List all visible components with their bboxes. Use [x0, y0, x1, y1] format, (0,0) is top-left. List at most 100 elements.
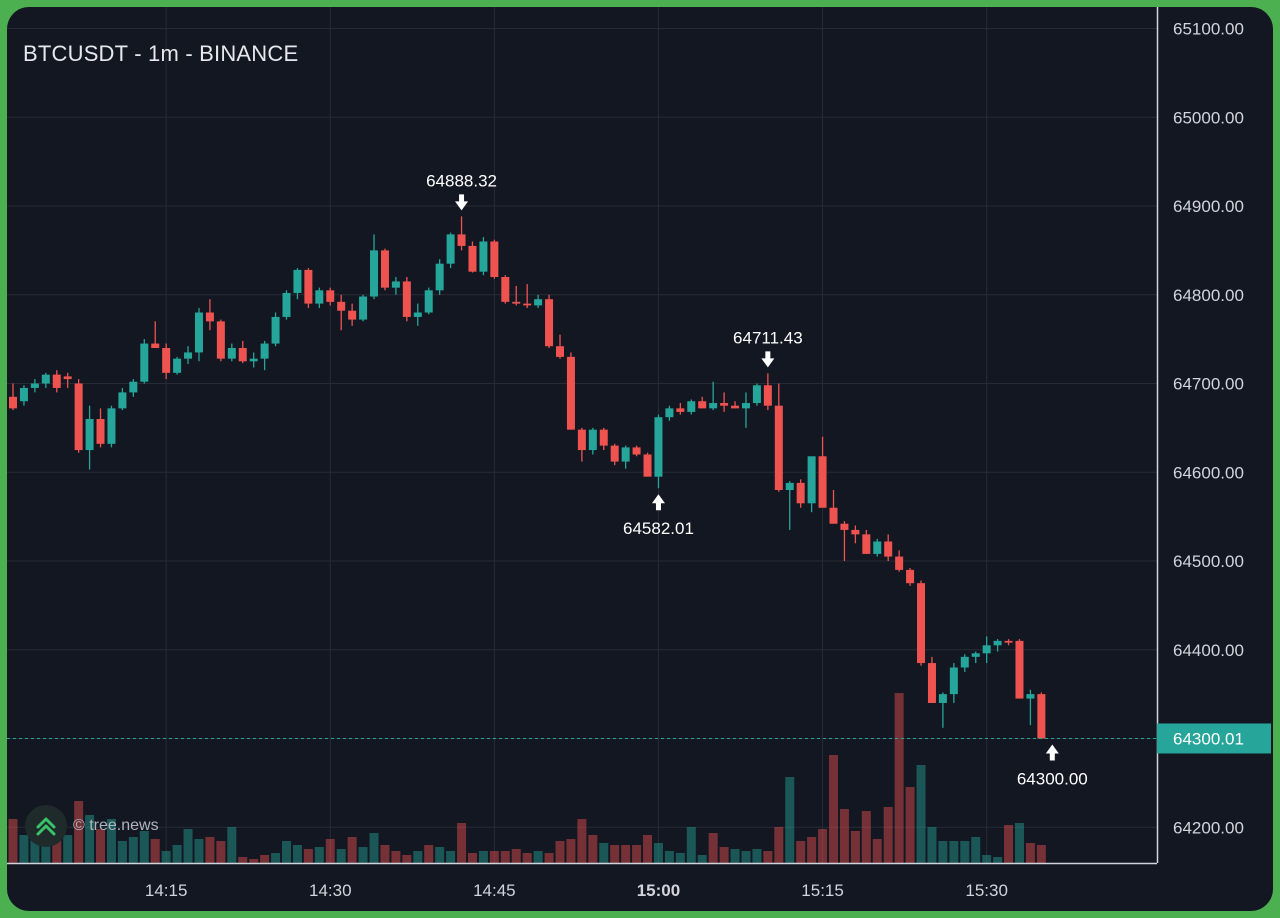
- candle-body[interactable]: [873, 541, 882, 554]
- candle-body[interactable]: [698, 401, 707, 409]
- candle-body[interactable]: [74, 383, 83, 451]
- candle-body[interactable]: [534, 299, 543, 306]
- candle-body[interactable]: [479, 241, 488, 272]
- candle-body[interactable]: [796, 482, 805, 504]
- candle-body[interactable]: [643, 454, 652, 477]
- candle-body[interactable]: [260, 343, 269, 359]
- candle-body[interactable]: [621, 447, 630, 462]
- candle-body[interactable]: [107, 408, 116, 444]
- volume-bar: [796, 841, 806, 863]
- candle-body[interactable]: [227, 348, 236, 359]
- candle-body[interactable]: [1037, 694, 1046, 739]
- candle-body[interactable]: [895, 556, 904, 570]
- candle-body[interactable]: [632, 447, 641, 455]
- candle-body[interactable]: [884, 541, 893, 557]
- candle-body[interactable]: [709, 403, 718, 409]
- candle-body[interactable]: [96, 419, 105, 444]
- candle-body[interactable]: [577, 429, 586, 451]
- candle-body[interactable]: [315, 290, 324, 304]
- candle-body[interactable]: [304, 269, 313, 304]
- candle-body[interactable]: [249, 358, 258, 362]
- candle-body[interactable]: [588, 429, 597, 451]
- candle-body[interactable]: [194, 312, 203, 353]
- candle-body[interactable]: [906, 569, 915, 584]
- candle-body[interactable]: [359, 296, 368, 320]
- candle-body[interactable]: [960, 656, 969, 668]
- candle-body[interactable]: [424, 290, 433, 313]
- candle-body[interactable]: [238, 348, 247, 362]
- candle-body[interactable]: [917, 583, 926, 664]
- candle-body[interactable]: [140, 343, 149, 382]
- candle-body[interactable]: [391, 281, 400, 288]
- candle-body[interactable]: [982, 645, 991, 654]
- volume-bar: [993, 857, 1003, 863]
- candle-body[interactable]: [162, 348, 171, 373]
- candle-body[interactable]: [512, 301, 521, 304]
- candle-body[interactable]: [19, 387, 28, 402]
- candle-body[interactable]: [763, 385, 772, 406]
- candle-body[interactable]: [523, 303, 532, 306]
- candle-body[interactable]: [829, 507, 838, 524]
- candle-body[interactable]: [676, 408, 685, 412]
- candle-body[interactable]: [851, 529, 860, 535]
- candle-body[interactable]: [348, 310, 357, 320]
- candle-body[interactable]: [971, 653, 980, 657]
- candle-body[interactable]: [501, 277, 510, 302]
- candle-body[interactable]: [545, 299, 554, 347]
- candle-body[interactable]: [118, 392, 127, 409]
- candle-body[interactable]: [818, 456, 827, 508]
- candle-body[interactable]: [446, 234, 455, 264]
- candle-body[interactable]: [402, 281, 411, 317]
- candle-body[interactable]: [785, 482, 794, 490]
- candle-body[interactable]: [85, 419, 94, 451]
- candle-body[interactable]: [370, 250, 379, 297]
- candle-body[interactable]: [556, 346, 564, 357]
- candle-body[interactable]: [337, 301, 346, 311]
- candle-body[interactable]: [173, 358, 182, 373]
- candle-body[interactable]: [293, 269, 302, 293]
- candle-body[interactable]: [927, 663, 936, 703]
- volume-bar: [271, 853, 281, 863]
- candle-body[interactable]: [63, 376, 72, 380]
- candle-body[interactable]: [490, 241, 499, 278]
- candle-body[interactable]: [30, 383, 39, 388]
- candle-body[interactable]: [413, 312, 422, 317]
- volume-bar: [829, 755, 838, 863]
- candle-body[interactable]: [938, 694, 947, 703]
- candle-body[interactable]: [282, 292, 291, 317]
- candle-body[interactable]: [1004, 640, 1013, 643]
- candle-body[interactable]: [993, 640, 1002, 646]
- candle-body[interactable]: [720, 403, 729, 406]
- candle-body[interactable]: [1015, 640, 1024, 699]
- candle-body[interactable]: [566, 356, 575, 430]
- candle-body[interactable]: [52, 374, 61, 388]
- candle-body[interactable]: [326, 290, 335, 302]
- candle-body[interactable]: [468, 245, 477, 272]
- candle-body[interactable]: [687, 401, 696, 412]
- candle-body[interactable]: [840, 523, 849, 530]
- candle-body[interactable]: [1026, 694, 1035, 699]
- candle-body[interactable]: [9, 396, 17, 409]
- candle-body[interactable]: [184, 352, 193, 359]
- candle-body[interactable]: [151, 343, 160, 348]
- candle-body[interactable]: [731, 405, 740, 409]
- candle-body[interactable]: [271, 316, 280, 344]
- candle-body[interactable]: [216, 321, 225, 359]
- candle-body[interactable]: [807, 456, 816, 504]
- candle-body[interactable]: [949, 667, 958, 695]
- candle-body[interactable]: [654, 417, 663, 477]
- candle-body[interactable]: [599, 429, 608, 446]
- candle-body[interactable]: [380, 250, 389, 288]
- candle-body[interactable]: [741, 403, 750, 409]
- candle-body[interactable]: [457, 234, 466, 246]
- candle-body[interactable]: [752, 385, 761, 404]
- candlestick-chart[interactable]: 65100.00 65000.00 64900.00 64800.00 64700.00…: [7, 7, 1273, 911]
- candle-body[interactable]: [665, 408, 674, 418]
- candle-body[interactable]: [435, 263, 444, 291]
- candle-body[interactable]: [610, 445, 619, 462]
- candle-body[interactable]: [774, 405, 783, 490]
- candle-body[interactable]: [862, 534, 871, 554]
- candle-body[interactable]: [129, 381, 138, 393]
- candle-body[interactable]: [205, 312, 214, 322]
- candle-body[interactable]: [41, 374, 50, 384]
